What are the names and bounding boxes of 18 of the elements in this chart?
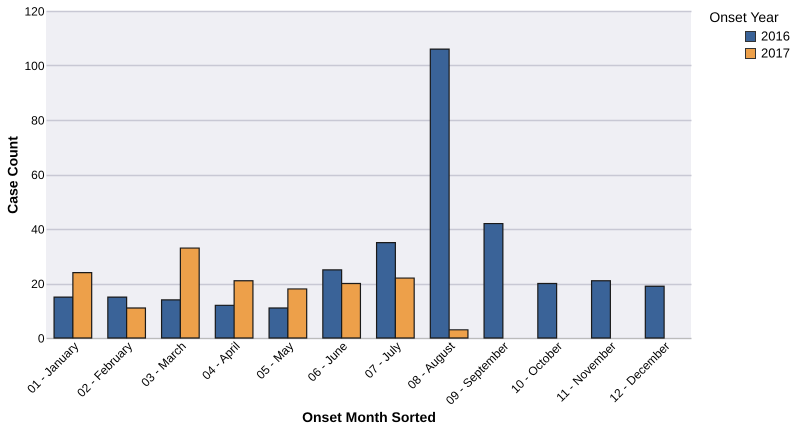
x-tick-label: 07 - July xyxy=(362,339,404,382)
y-axis-title: Case Count xyxy=(4,136,20,214)
x-tick-label: 05 - May xyxy=(253,339,296,382)
bar xyxy=(537,282,558,339)
legend-label: 2017 xyxy=(761,46,790,60)
y-tick-label: 0 xyxy=(38,332,45,346)
y-tick-label: 20 xyxy=(31,277,45,291)
y-tick-label: 120 xyxy=(24,4,45,18)
bar xyxy=(483,222,504,339)
y-tick-label: 100 xyxy=(24,59,45,73)
legend-label: 2016 xyxy=(761,28,790,44)
x-axis-title: Onset Month Sorted xyxy=(302,408,436,425)
y-tick-label: 40 xyxy=(31,222,45,236)
legend-title: Onset Year xyxy=(709,9,779,25)
y-tick-label: 80 xyxy=(31,114,45,128)
bar xyxy=(644,286,665,339)
bar xyxy=(590,280,611,339)
y-tick-label: 60 xyxy=(31,168,45,182)
